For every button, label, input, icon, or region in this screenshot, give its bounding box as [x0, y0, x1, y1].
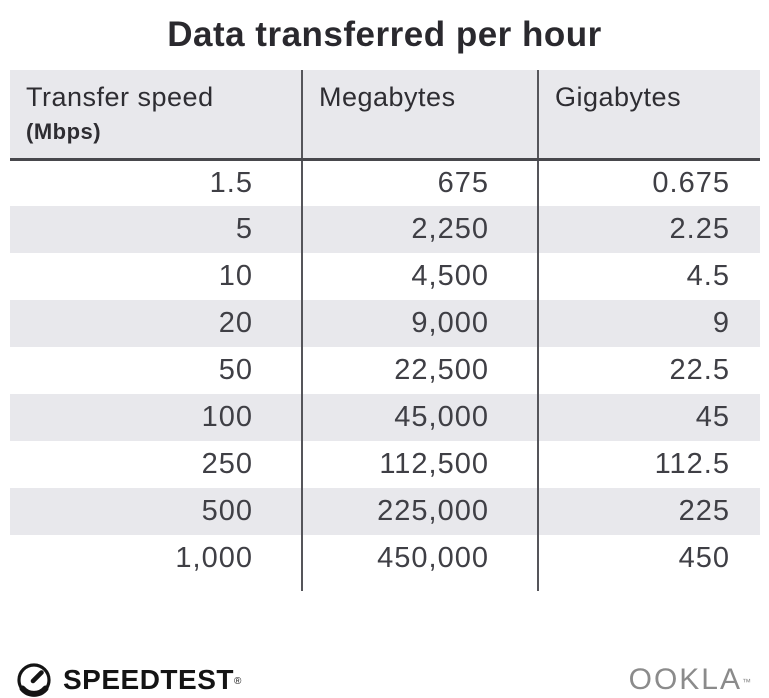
column-header-megabytes: Megabytes	[302, 70, 539, 161]
table-cell: 45	[538, 394, 760, 441]
table-cell: 100	[10, 394, 303, 441]
column-header-label: Megabytes	[319, 82, 456, 112]
speedtest-logo: SPEEDTEST®	[14, 660, 242, 698]
table-cell: 9,000	[302, 300, 539, 347]
divider-extension	[302, 582, 539, 591]
trademark-symbol: ™	[742, 677, 753, 687]
column-header-label: Gigabytes	[555, 82, 682, 112]
table-cell: 1.5	[10, 159, 303, 206]
table-cell: 450,000	[302, 535, 539, 582]
table-cell: 2,250	[302, 206, 539, 253]
table-cell: 22,500	[302, 347, 539, 394]
registered-trademark-symbol: ®	[233, 676, 242, 687]
table-cell: 20	[10, 300, 303, 347]
infographic-page: Data transferred per hour Transfer speed…	[0, 12, 769, 698]
table-cell: 10	[10, 253, 303, 300]
table-row: 5 2,250 2.25	[10, 206, 760, 253]
table-cell: 250	[10, 441, 303, 488]
table-cell: 450	[678, 542, 730, 574]
table-cell: 50	[10, 347, 303, 394]
table-cell: 4,500	[302, 253, 539, 300]
table-cell: 0.675	[652, 166, 730, 199]
table-cell: 500	[10, 488, 303, 535]
table-body: 1.5 675 0.675 5 2,250 2.25 10 4,500 4.5 20 9,000 9 5…	[10, 159, 760, 582]
table-cell: 4.5	[686, 260, 730, 292]
table-row: 500 225,000 225	[10, 488, 760, 535]
table-cell: 1,000	[10, 535, 303, 582]
speedtest-wordmark: SPEEDTEST®	[63, 664, 242, 695]
ookla-logo: OOKLA™	[628, 663, 753, 696]
table-row: 10 4,500 4.5	[10, 253, 760, 300]
column-header-gigabytes: Gigabytes	[538, 70, 760, 161]
table-cell: 22.5	[669, 354, 730, 386]
column-header-sublabel: (Mbps)	[26, 119, 102, 144]
table-cell: 112.5	[654, 448, 730, 480]
divider-extension	[538, 582, 760, 591]
table-cell: 2.25	[538, 206, 760, 253]
table-cell: 9	[538, 300, 760, 347]
page-title: Data transferred per hour	[167, 15, 602, 54]
table-cell: 225	[538, 488, 760, 535]
table-cell: 225,000	[302, 488, 539, 535]
table-row: 1.5 675 0.675	[10, 159, 760, 206]
data-table: Transfer speed (Mbps) Megabytes Gigabyte…	[10, 70, 760, 591]
table-row: 1,000 450,000 450	[10, 535, 760, 582]
table-row: 50 22,500 22.5	[10, 347, 760, 394]
divider-extension-row	[10, 582, 760, 591]
column-header-transfer-speed: Transfer speed (Mbps)	[10, 70, 303, 161]
table-cell: 112,500	[302, 441, 539, 488]
table-row: 100 45,000 45	[10, 394, 760, 441]
table-cell: 45,000	[302, 394, 539, 441]
gauge-icon	[17, 663, 51, 697]
footer: SPEEDTEST® OOKLA™	[0, 656, 769, 698]
table-row: 20 9,000 9	[10, 300, 760, 347]
table-cell: 5	[10, 206, 303, 253]
divider-extension	[10, 582, 303, 591]
table-header-row: Transfer speed (Mbps) Megabytes Gigabyte…	[10, 70, 760, 161]
table-cell: 675	[302, 159, 539, 206]
column-header-label: Transfer speed	[26, 82, 214, 112]
table-row: 250 112,500 112.5	[10, 441, 760, 488]
